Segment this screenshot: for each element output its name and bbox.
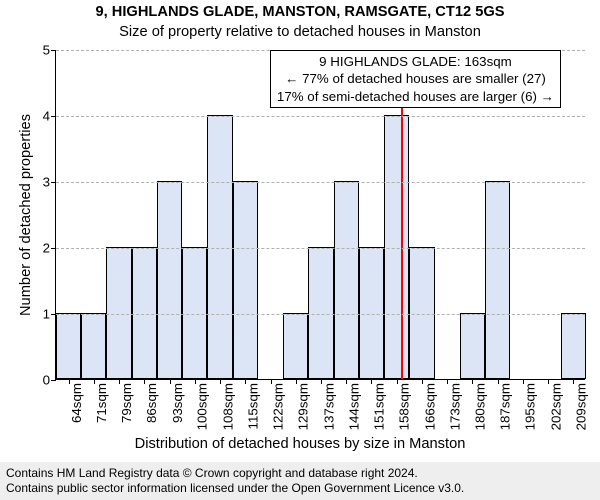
bar — [283, 313, 308, 379]
annotation-line: 17% of semi-detached houses are larger (… — [277, 88, 554, 105]
bar — [561, 313, 586, 379]
bar — [359, 247, 384, 379]
x-tick-label: 122sqm — [271, 383, 286, 430]
chart-subtitle: Size of property relative to detached ho… — [0, 24, 600, 40]
x-tick-label: 180sqm — [472, 383, 487, 430]
x-tick-label: 166sqm — [422, 383, 437, 430]
x-tick-label: 71sqm — [94, 383, 109, 423]
x-axis-label: Distribution of detached houses by size … — [0, 436, 600, 452]
gridline — [56, 248, 585, 249]
x-tick-label: 100sqm — [195, 383, 210, 430]
annotation-line: ← 77% of detached houses are smaller (27… — [277, 70, 554, 87]
y-tick-label: 2 — [43, 241, 56, 256]
chart-title: 9, HIGHLANDS GLADE, MANSTON, RAMSGATE, C… — [0, 4, 600, 20]
bar — [182, 247, 207, 379]
y-tick-label: 4 — [43, 109, 56, 124]
x-tick-label: 86sqm — [144, 383, 159, 423]
x-tick-label: 202sqm — [548, 383, 563, 430]
x-tick-label: 108sqm — [220, 383, 235, 430]
bar — [81, 313, 106, 379]
property-size-chart: 9, HIGHLANDS GLADE, MANSTON, RAMSGATE, C… — [0, 0, 600, 500]
x-tick-label: 195sqm — [523, 383, 538, 430]
x-tick-label: 151sqm — [371, 383, 386, 430]
x-tick-label: 173sqm — [447, 383, 462, 430]
x-tick-label: 64sqm — [69, 383, 84, 423]
bar — [485, 181, 510, 379]
x-tick-label: 209sqm — [573, 383, 588, 430]
bar — [157, 181, 182, 379]
gridline — [56, 116, 585, 117]
bar — [233, 181, 258, 379]
bar — [207, 115, 232, 379]
bar — [106, 247, 131, 379]
bar — [308, 247, 333, 379]
x-tick-label: 93sqm — [170, 383, 185, 423]
y-axis-label: Number of detached properties — [18, 114, 34, 316]
x-tick-label: 115sqm — [245, 383, 260, 429]
bar — [334, 181, 359, 379]
bar — [384, 115, 409, 379]
annotation-line: 9 HIGHLANDS GLADE: 163sqm — [277, 53, 554, 70]
attribution-footer: Contains HM Land Registry data © Crown c… — [0, 462, 600, 500]
x-tick-label: 158sqm — [397, 383, 412, 430]
footer-line-2: Contains public sector information licen… — [6, 481, 594, 496]
bar — [56, 313, 81, 379]
footer-line-1: Contains HM Land Registry data © Crown c… — [6, 466, 594, 481]
x-tick-label: 79sqm — [119, 383, 134, 423]
x-tick-label: 129sqm — [296, 383, 311, 430]
gridline — [56, 314, 585, 315]
annotation-box: 9 HIGHLANDS GLADE: 163sqm← 77% of detach… — [270, 50, 561, 108]
bar — [460, 313, 485, 379]
y-tick-label: 5 — [43, 43, 56, 58]
x-tick-label: 144sqm — [346, 383, 361, 430]
y-tick-label: 3 — [43, 175, 56, 190]
bar — [409, 247, 434, 379]
gridline — [56, 182, 585, 183]
y-tick-label: 1 — [43, 307, 56, 322]
x-tick-label: 137sqm — [321, 383, 336, 430]
x-tick-label: 187sqm — [498, 383, 513, 430]
y-tick-label: 0 — [43, 373, 56, 388]
bar — [132, 247, 157, 379]
